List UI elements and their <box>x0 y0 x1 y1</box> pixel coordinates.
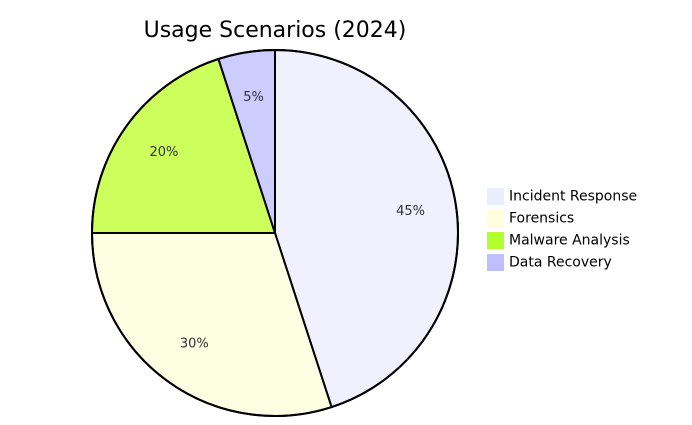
pie-slices <box>90 48 459 417</box>
pie-label-incident-response: 45% <box>396 204 425 219</box>
pie-outline <box>91 49 459 417</box>
legend-swatch-data-recovery <box>487 254 504 271</box>
legend-label-incident-response: Incident Response <box>509 189 637 205</box>
legend: Incident Response Forensics Malware Analys… <box>487 188 637 271</box>
legend-label-data-recovery: Data Recovery <box>509 255 612 271</box>
legend-swatch-malware-analysis <box>487 232 504 249</box>
legend-swatch-incident-response <box>487 188 504 205</box>
legend-swatch-forensics <box>487 210 504 227</box>
chart-title: Usage Scenarios (2024) <box>144 18 407 43</box>
pie-slice-labels: 45% 30% 20% 5% <box>150 90 426 352</box>
pie-label-forensics: 30% <box>180 337 209 352</box>
pie-label-data-recovery: 5% <box>243 90 264 105</box>
pie-label-malware-analysis: 20% <box>150 145 179 160</box>
legend-label-forensics: Forensics <box>509 211 574 227</box>
legend-label-malware-analysis: Malware Analysis <box>509 233 630 249</box>
